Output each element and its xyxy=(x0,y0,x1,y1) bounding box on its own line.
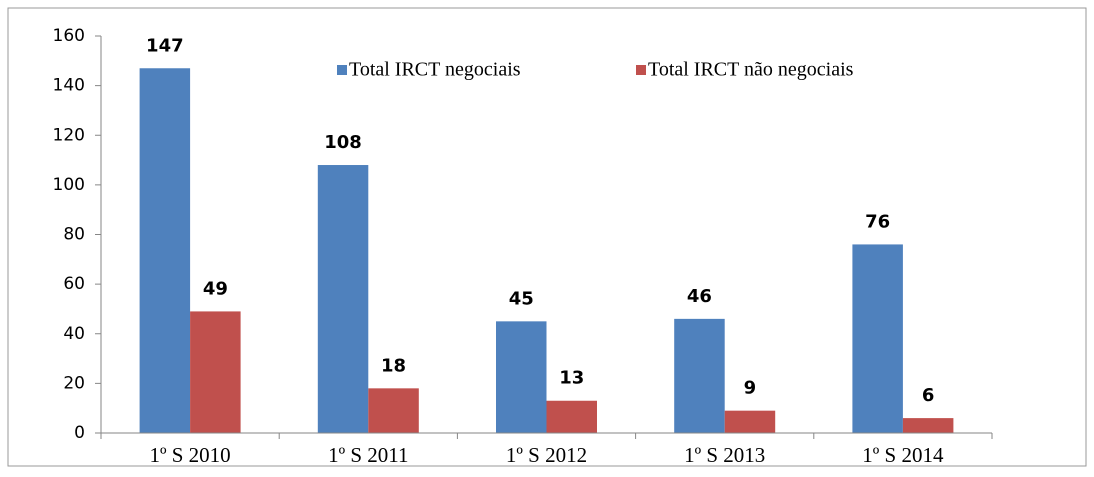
y-tick-label: 120 xyxy=(53,125,85,145)
bar xyxy=(190,311,241,433)
bar xyxy=(368,388,419,433)
bar xyxy=(317,165,369,433)
bar xyxy=(546,400,597,433)
y-tick-label: 80 xyxy=(63,225,85,245)
y-tick-label: 160 xyxy=(53,26,85,46)
y-tick-label: 100 xyxy=(53,175,85,195)
x-tick-label: 1º S 2013 xyxy=(684,443,765,467)
value-label: 147 xyxy=(146,35,184,56)
value-label: 76 xyxy=(865,211,890,232)
y-tick-label: 60 xyxy=(63,274,85,294)
value-label: 6 xyxy=(922,385,935,406)
y-tick-label: 40 xyxy=(63,324,85,344)
legend-label: Total IRCT não negociais xyxy=(648,59,854,81)
bar xyxy=(139,68,191,433)
x-tick-label: 1º S 2011 xyxy=(328,443,408,467)
legend-label: Total IRCT negociais xyxy=(349,59,521,81)
value-label: 46 xyxy=(687,286,712,307)
y-tick-label: 140 xyxy=(53,76,85,96)
y-tick-label: 20 xyxy=(63,373,85,393)
value-label: 45 xyxy=(509,288,534,309)
value-label: 49 xyxy=(203,278,228,299)
bar xyxy=(852,244,903,433)
x-tick-label: 1º S 2010 xyxy=(149,443,230,467)
bar xyxy=(496,321,547,433)
bar xyxy=(674,318,725,433)
legend-swatch xyxy=(337,65,347,75)
value-label: 108 xyxy=(324,132,362,153)
legend-swatch xyxy=(636,65,646,75)
chart-border xyxy=(7,7,1087,467)
value-label: 13 xyxy=(559,368,584,389)
y-tick-label: 0 xyxy=(74,423,85,443)
value-label: 9 xyxy=(744,378,757,399)
bar xyxy=(902,418,954,433)
x-tick-label: 1º S 2014 xyxy=(862,443,944,467)
bar xyxy=(724,410,776,433)
x-tick-label: 1º S 2012 xyxy=(506,443,587,467)
value-label: 18 xyxy=(381,355,406,376)
